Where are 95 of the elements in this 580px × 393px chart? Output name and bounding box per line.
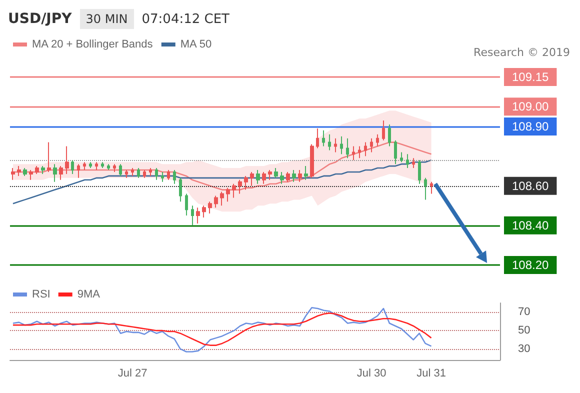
candlestick [208,201,212,214]
legend-label: MA 50 [180,38,212,50]
candlestick [304,166,308,180]
line-series [12,142,432,190]
y-tick-label: 108.60 [512,178,550,193]
candlestick [95,162,98,171]
candlestick [394,140,397,165]
candlestick [77,164,80,178]
candlestick [256,170,260,184]
candlestick [340,136,343,155]
candlestick [179,177,182,202]
candlestick [376,134,379,147]
candlestick [316,128,319,149]
candlestick [65,146,69,174]
x-tick-label: Jul 27 [118,368,148,380]
candlestick [328,134,331,151]
legend-label: RSI [32,288,50,300]
candlestick [364,142,367,157]
candlestick [412,158,415,169]
candlestick [262,171,266,184]
candlestick [226,187,230,202]
candlestick [155,168,158,180]
candlestick [23,168,27,176]
y-tick-label: 108.90 [512,119,550,134]
candlestick [358,146,361,159]
line-series [12,306,432,352]
candlestick [298,170,302,182]
candlestick [388,124,391,147]
candlestick [161,171,164,182]
x-tick-label: Jul 30 [356,368,386,380]
y-tick-label: 50 [518,324,530,337]
candlestick [250,171,254,186]
candlestick [17,166,21,176]
candlestick [382,120,385,141]
y-tick-label: 70 [518,306,530,318]
candlestick [274,168,278,178]
candlestick [29,170,33,180]
legend-label: 9MA [77,288,101,300]
candlestick [143,170,146,178]
candlestick [185,193,188,216]
legend-label: MA 20 + Bollinger Bands [32,38,154,50]
candlestick [131,168,134,176]
candlestick [41,166,45,174]
y-tick-label: 30 [518,342,530,355]
candlestick [149,168,152,176]
candlestick [173,170,176,184]
candlestick [430,181,433,194]
candlestick [167,170,170,180]
y-tick-label: 108.40 [512,218,550,232]
candlestick [286,171,290,182]
y-tick-label: 108.20 [512,258,550,272]
candlestick [370,138,373,153]
candlestick [280,171,284,184]
x-tick-label: Jul 31 [416,368,446,380]
candlestick [196,207,200,224]
candlestick [47,142,51,172]
candlestick [232,183,236,198]
candlestick [53,164,57,182]
candlestick [137,168,140,178]
candlestick [59,166,63,180]
candlestick [346,138,349,159]
chart-title: USD/JPY [8,11,72,27]
text: Research © 2019 [474,46,570,59]
y-tick-label: 109.15 [512,70,550,84]
candlestick [125,170,128,178]
candlestick [238,179,242,194]
candlestick [418,160,421,184]
candlestick [406,154,409,169]
candlestick [191,205,194,226]
candlestick [310,144,314,178]
line-series [12,312,432,346]
candlestick [101,162,104,169]
chart-subtitle: 30 MIN [80,9,134,29]
candlestick [424,177,427,200]
candlestick [244,175,248,190]
candlestick [202,205,206,218]
candlestick [11,168,15,180]
candlestick [35,166,39,174]
text: 07:04:12 CET [142,12,230,26]
candlestick [89,162,92,169]
candlestick [322,130,325,147]
candlestick [119,164,122,176]
candlestick [334,138,337,153]
candlestick [113,164,116,172]
candlestick [107,164,110,171]
candlestick [214,195,218,208]
candlestick [220,191,224,206]
candlestick [292,170,296,182]
candlestick [268,170,272,180]
candlestick [400,152,403,163]
line-series [12,159,432,204]
candlestick [352,146,355,161]
candlestick [83,162,86,171]
candlestick [71,160,74,174]
y-tick-label: 109.00 [512,100,550,114]
